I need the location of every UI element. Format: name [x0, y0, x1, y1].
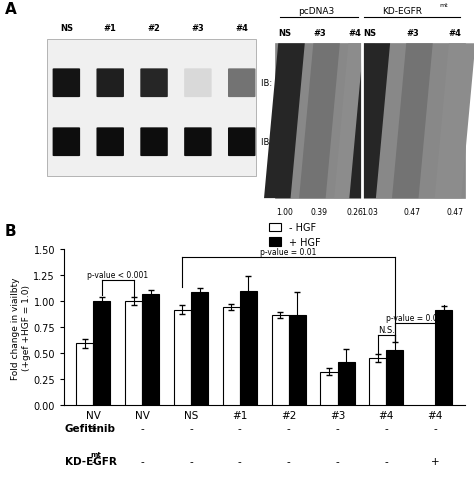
Text: #4: #4: [235, 24, 248, 33]
Text: -: -: [287, 423, 291, 433]
Text: +: +: [89, 423, 98, 433]
FancyBboxPatch shape: [97, 128, 124, 157]
Text: mt: mt: [440, 3, 448, 8]
Text: +: +: [431, 456, 439, 466]
Bar: [435, 311, 452, 406]
Bar: [369, 358, 386, 406]
Text: IB: actin: IB: actin: [261, 138, 295, 147]
Y-axis label: Fold change in viailbty
(+gef +HGF = 1.0): Fold change in viailbty (+gef +HGF = 1.0…: [11, 276, 30, 379]
Text: #3: #3: [191, 24, 204, 33]
Text: KD-EGFR: KD-EGFR: [382, 7, 422, 16]
Bar: [240, 291, 257, 406]
Text: -: -: [287, 456, 291, 466]
Text: B: B: [5, 223, 17, 238]
FancyBboxPatch shape: [184, 69, 211, 98]
Text: #4: #4: [348, 29, 361, 38]
Text: NS: NS: [60, 24, 73, 33]
Legend: - HGF, + HGF: - HGF, + HGF: [265, 219, 324, 252]
Text: #3: #3: [313, 29, 326, 38]
Text: NS: NS: [278, 29, 291, 38]
Text: p-value = 0.0037: p-value = 0.0037: [386, 313, 453, 323]
Text: 0.26: 0.26: [346, 207, 363, 216]
Text: 0.47: 0.47: [404, 207, 421, 216]
Bar: [174, 310, 191, 406]
Text: -: -: [238, 456, 242, 466]
FancyBboxPatch shape: [228, 69, 255, 98]
Bar: [289, 316, 306, 406]
Bar: [272, 316, 289, 406]
Polygon shape: [334, 44, 375, 199]
Text: #4: #4: [448, 29, 462, 38]
FancyBboxPatch shape: [228, 128, 255, 157]
Text: -: -: [384, 423, 388, 433]
Polygon shape: [299, 44, 340, 199]
Text: A: A: [5, 2, 17, 17]
Text: 1.00: 1.00: [276, 207, 293, 216]
Bar: [125, 301, 142, 406]
Text: 0.39: 0.39: [311, 207, 328, 216]
Text: -: -: [384, 456, 388, 466]
Polygon shape: [349, 44, 390, 199]
Bar: [93, 301, 110, 406]
Text: p-value < 0.001: p-value < 0.001: [87, 270, 148, 279]
Text: -: -: [140, 456, 144, 466]
Text: #3: #3: [406, 29, 419, 38]
Text: -: -: [91, 456, 95, 466]
Text: mt: mt: [91, 452, 101, 457]
Bar: [337, 362, 355, 406]
Polygon shape: [435, 44, 474, 199]
Bar: [320, 372, 337, 406]
Bar: [386, 350, 403, 406]
FancyBboxPatch shape: [53, 128, 80, 157]
Text: IB: EGFR: IB: EGFR: [261, 79, 297, 88]
Text: NS: NS: [363, 29, 376, 38]
FancyBboxPatch shape: [97, 69, 124, 98]
Text: KD-EGFR: KD-EGFR: [65, 456, 117, 466]
Text: N.S.: N.S.: [378, 325, 395, 334]
Text: pcDNA3: pcDNA3: [299, 7, 335, 16]
Text: -: -: [140, 423, 144, 433]
Bar: [142, 294, 159, 406]
FancyBboxPatch shape: [53, 69, 80, 98]
Text: -: -: [336, 456, 339, 466]
Text: -: -: [189, 423, 193, 433]
Bar: [47, 40, 256, 177]
Text: #2: #2: [147, 24, 161, 33]
Bar: [275, 44, 465, 199]
Bar: [223, 307, 240, 406]
FancyBboxPatch shape: [140, 128, 168, 157]
Bar: [76, 344, 93, 406]
Text: -: -: [336, 423, 339, 433]
Text: 0.47: 0.47: [447, 207, 464, 216]
Text: 1.03: 1.03: [361, 207, 378, 216]
FancyBboxPatch shape: [184, 128, 211, 157]
Polygon shape: [392, 44, 433, 199]
FancyBboxPatch shape: [140, 69, 168, 98]
Polygon shape: [264, 44, 305, 199]
Text: p-value = 0.01: p-value = 0.01: [261, 247, 317, 256]
Text: Gefitinib: Gefitinib: [65, 423, 116, 433]
Bar: [191, 292, 208, 406]
Text: -: -: [238, 423, 242, 433]
Text: #1: #1: [104, 24, 117, 33]
Text: -: -: [433, 423, 437, 433]
Text: -: -: [189, 456, 193, 466]
